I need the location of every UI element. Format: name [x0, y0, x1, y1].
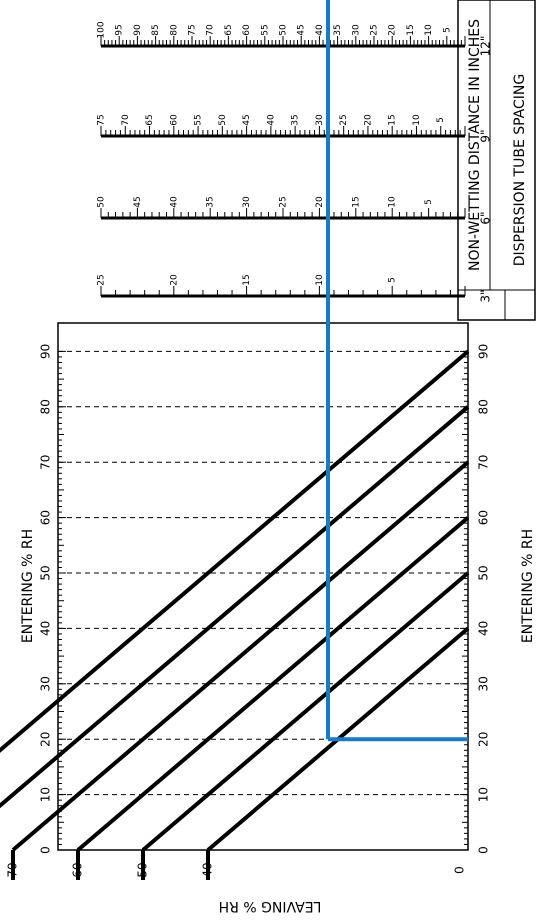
side-scales: 5 10 15 20 25 3" 5 10 15 20 25 30 35 40 45 50 6" 5 10 15 20 2… [97, 21, 493, 302]
scale-label: 25 [279, 196, 289, 207]
scale-spacing-label: 9" [479, 129, 493, 142]
scale-label: 20 [363, 114, 373, 126]
scale-label: 55 [194, 114, 204, 125]
series-line-60 [76, 516, 470, 852]
scale-label: 35 [333, 24, 343, 35]
scale-label: 5 [388, 277, 398, 283]
scale-label: 60 [169, 114, 179, 126]
side-header: NON-WETTING DISTANCE IN INCHES [467, 19, 483, 271]
scale-label: 45 [297, 24, 307, 35]
series-line-50 [141, 571, 470, 852]
x-tick-label-right: 10 [477, 787, 491, 802]
scale-label: 5 [442, 27, 452, 33]
x-tick-label-left: 30 [39, 676, 53, 691]
scale-label: 95 [115, 24, 125, 35]
x-tick-label-right: 40 [477, 621, 491, 636]
scale-label: 5 [424, 199, 434, 205]
scale-label: 30 [242, 196, 252, 208]
series-line-70 [11, 460, 470, 852]
x-axis-label-bottom: ENTERING % RH [520, 529, 536, 643]
scale-label: 20 [388, 24, 398, 36]
scale-spacing-label: 12" [479, 36, 493, 57]
scale-label: 75 [188, 24, 198, 35]
x-tick-label-left: 10 [39, 787, 53, 802]
scale-label: 10 [412, 114, 422, 126]
scale-label: 15 [406, 24, 416, 35]
scale-label: 65 [224, 24, 234, 35]
x-tick-labels: 0 0 10 10 20 20 30 30 40 40 50 50 60 60 70 70 80 80 90 90 [39, 344, 491, 854]
scale-label: 70 [121, 114, 131, 126]
x-tick-label-left: 50 [39, 565, 53, 580]
scale-label: 40 [169, 196, 179, 208]
scale-spacing-label: 3" [479, 289, 493, 302]
scale-label: 60 [242, 24, 252, 36]
scale-label: 15 [351, 196, 361, 207]
scale-label: 20 [315, 196, 325, 208]
main-grid [58, 350, 468, 796]
scale-label: 25 [370, 24, 380, 35]
side-chart: NON-WETTING DISTANCE IN INCHES DISPERSIO… [97, 0, 536, 321]
x-tick-label-left: 60 [39, 510, 53, 525]
example-path [326, 0, 468, 742]
main-ticks [58, 350, 468, 851]
y-tick-label: 0 [453, 866, 467, 874]
scale-label: 10 [315, 274, 325, 286]
scale-label: 30 [315, 114, 325, 126]
x-tick-label-right: 20 [477, 732, 491, 747]
scale-label: 75 [97, 114, 107, 125]
scale-label: 10 [424, 24, 434, 36]
main-chart: 0 0 10 10 20 20 30 30 40 40 50 50 60 60 70 70 80 80 90 90 0… [0, 322, 536, 914]
x-tick-label-left: 40 [39, 621, 53, 636]
x-tick-label-right: 0 [477, 846, 491, 854]
scale-label: 25 [97, 274, 107, 285]
x-tick-label-right: 80 [477, 399, 491, 414]
x-tick-label-right: 60 [477, 510, 491, 525]
scale-label: 35 [291, 114, 301, 125]
scale-label: 50 [279, 24, 289, 36]
scale-label: 65 [145, 114, 155, 125]
scale-label: 20 [169, 274, 179, 286]
scale-label: 25 [339, 114, 349, 125]
x-tick-label-left: 0 [39, 846, 53, 854]
scale-spacing-label: 6" [479, 211, 493, 224]
y-axis-label: LEAVING % RH [219, 898, 322, 914]
scale-label: 15 [242, 274, 252, 285]
side-footer: DISPERSION TUBE SPACING [512, 74, 528, 266]
x-tick-label-left: 70 [39, 455, 53, 470]
x-tick-label-right: 30 [477, 676, 491, 691]
scale-label: 45 [242, 114, 252, 125]
scale-label: 80 [169, 24, 179, 36]
scale-label: 15 [388, 114, 398, 125]
x-tick-label-right: 90 [477, 344, 491, 359]
x-axis-label-top: ENTERING % RH [20, 529, 36, 643]
x-tick-label-right: 50 [477, 565, 491, 580]
scale-label: 70 [206, 24, 216, 36]
scale-label: 50 [97, 196, 107, 208]
y-tick-labels: 0405060708090 [6, 862, 467, 877]
scale-label: 85 [151, 24, 161, 35]
scale-label: 5 [436, 117, 446, 123]
scale-label: 40 [266, 114, 276, 126]
scale-label: 90 [133, 24, 143, 36]
x-tick-label-left: 80 [39, 399, 53, 414]
scale-label: 40 [315, 24, 325, 36]
series-line-90 [0, 349, 470, 753]
scale-label: 100 [97, 21, 107, 38]
series-line-80 [0, 405, 470, 809]
scale-label: 55 [260, 24, 270, 35]
x-tick-label-left: 20 [39, 732, 53, 747]
x-tick-label-right: 70 [477, 455, 491, 470]
x-tick-label-left: 90 [39, 344, 53, 359]
series-lines [0, 349, 470, 880]
scale-label: 50 [218, 114, 228, 126]
scale-label: 30 [351, 24, 361, 36]
main-chart-frame [57, 322, 469, 851]
scale-label: 45 [133, 196, 143, 207]
side-chart-frame [457, 0, 536, 321]
scale-label: 10 [388, 196, 398, 208]
scale-label: 35 [206, 196, 216, 207]
